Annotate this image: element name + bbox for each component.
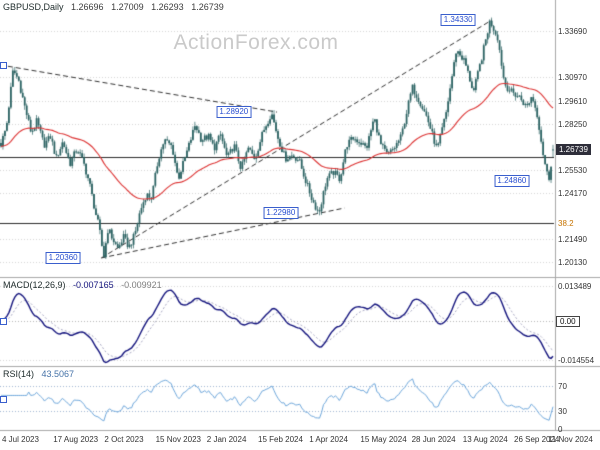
- date-label: 15 Nov 2023: [155, 435, 201, 444]
- low-value: 1.26293: [151, 2, 184, 12]
- date-label: 17 Aug 2023: [53, 435, 99, 444]
- trendline-handle[interactable]: [0, 61, 7, 69]
- chart-header: GBPUSD,Daily 1.26696 1.27009 1.26293 1.2…: [3, 2, 224, 12]
- rsi-label: RSI(14): [3, 369, 35, 379]
- macd-label: MACD(12,26,9): [3, 280, 66, 290]
- open-value: 1.26696: [71, 2, 104, 12]
- price-annotation[interactable]: 1.34330: [440, 14, 476, 27]
- date-label: 26 Sep 2024: [514, 435, 560, 444]
- close-value: 1.26739: [191, 2, 224, 12]
- date-label: 2 Oct 2023: [104, 435, 144, 444]
- symbol-timeframe-label: GBPUSD,Daily: [3, 2, 64, 12]
- price-tick-label: 1.25530: [558, 166, 587, 176]
- price-tick-label: 1.21490: [558, 234, 587, 244]
- rsi-header: RSI(14) 43.5067: [3, 369, 74, 379]
- price-annotation[interactable]: 1.28920: [216, 106, 252, 119]
- price-tick-label: 1.33690: [558, 27, 587, 36]
- trendline-handle[interactable]: [0, 395, 7, 403]
- price-tick-label: 1.20130: [558, 258, 587, 267]
- price-tick-label: 1.30970: [558, 73, 587, 83]
- rsi-tick-label: 30: [558, 406, 567, 416]
- watermark: ActionForex.com: [173, 31, 339, 54]
- date-label: 2 Jan 2024: [206, 435, 247, 444]
- macd-tick-label: -0.014554: [558, 355, 595, 365]
- price-tick-label: 1.29610: [558, 96, 587, 106]
- macd-zero-label: 0.00: [556, 316, 580, 328]
- trendline-handle[interactable]: [0, 318, 7, 326]
- high-value: 1.27009: [111, 2, 144, 12]
- date-label: 28 Jun 2024: [411, 435, 456, 444]
- price-tick-label: 1.24170: [558, 189, 587, 199]
- rsi-value: 43.5067: [41, 369, 75, 379]
- date-label: 15 May 2024: [360, 435, 407, 444]
- price-tick-label: 1.28250: [558, 119, 587, 129]
- date-label: 15 Feb 2024: [258, 435, 303, 444]
- rsi-tick-label: 70: [558, 382, 567, 392]
- price-annotation[interactable]: 1.24860: [494, 175, 530, 188]
- macd-signal-value: -0.009921: [121, 280, 162, 290]
- date-label: 1 Apr 2024: [309, 435, 348, 444]
- macd-header: MACD(12,26,9) -0.007165 -0.009921: [3, 280, 162, 290]
- price-annotation[interactable]: 1.22980: [263, 207, 299, 220]
- date-label: 13 Aug 2024: [462, 435, 508, 444]
- current-price-label: 1.26739: [556, 144, 591, 156]
- price-annotation[interactable]: 1.20360: [45, 252, 81, 265]
- rsi-tick-label: 0: [558, 425, 563, 434]
- macd-tick-label: 0.013489: [558, 281, 592, 291]
- fib-level-label: 38.2: [558, 219, 574, 229]
- date-label: 11 Nov 2024: [548, 435, 593, 444]
- macd-value: -0.007165: [73, 280, 114, 290]
- date-label: 4 Jul 2023: [2, 435, 39, 444]
